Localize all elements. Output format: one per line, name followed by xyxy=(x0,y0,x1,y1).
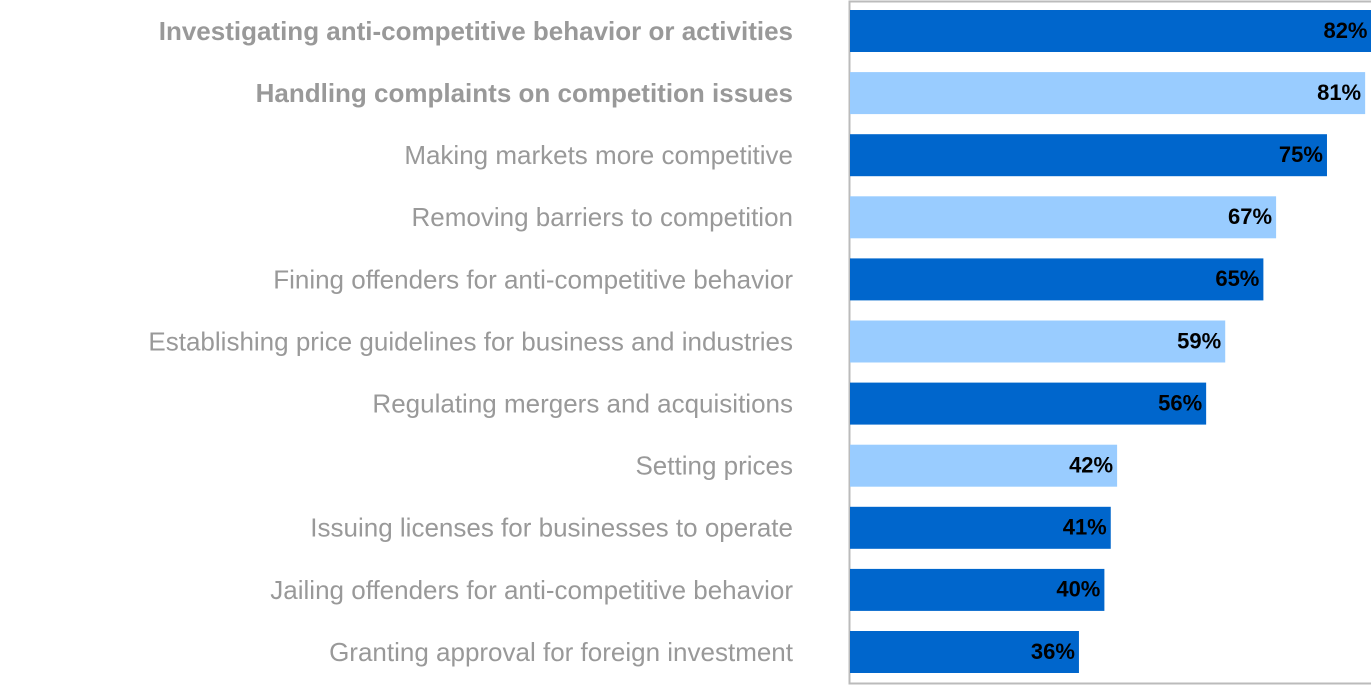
bar xyxy=(850,134,1327,177)
bar xyxy=(850,568,1105,611)
value-label: 75% xyxy=(1279,142,1323,167)
value-label: 59% xyxy=(1177,328,1221,353)
bar xyxy=(850,72,1366,115)
value-label: 81% xyxy=(1317,80,1361,105)
value-label: 41% xyxy=(1063,515,1107,540)
bar xyxy=(850,444,1118,487)
bar xyxy=(850,196,1277,239)
category-label: Investigating anti-competitive behavior … xyxy=(159,16,793,46)
category-label: Regulating mergers and acquisitions xyxy=(372,388,793,418)
value-label: 36% xyxy=(1031,639,1075,664)
bar xyxy=(850,258,1264,301)
value-label: 65% xyxy=(1215,266,1259,291)
category-label: Handling complaints on competition issue… xyxy=(256,78,793,108)
category-label: Removing barriers to competition xyxy=(412,202,794,232)
value-label: 67% xyxy=(1228,204,1272,229)
value-label: 42% xyxy=(1069,453,1113,478)
bar xyxy=(850,10,1371,52)
category-label: Jailing offenders for anti-competitive b… xyxy=(270,575,793,605)
category-label: Setting prices xyxy=(635,451,793,481)
plot-frame xyxy=(848,0,1371,685)
category-label: Granting approval for foreign investment xyxy=(329,637,794,667)
bar xyxy=(850,506,1111,549)
bar xyxy=(850,382,1207,425)
bar xyxy=(850,631,1079,673)
value-label: 82% xyxy=(1323,18,1367,43)
category-label: Issuing licenses for businesses to opera… xyxy=(310,513,793,543)
value-label: 40% xyxy=(1056,577,1100,602)
category-label: Making markets more competitive xyxy=(404,140,793,170)
bar xyxy=(850,320,1226,363)
category-label: Establishing price guidelines for busine… xyxy=(148,326,793,356)
value-label: 56% xyxy=(1158,390,1202,415)
category-label: Fining offenders for anti-competitive be… xyxy=(273,264,793,294)
